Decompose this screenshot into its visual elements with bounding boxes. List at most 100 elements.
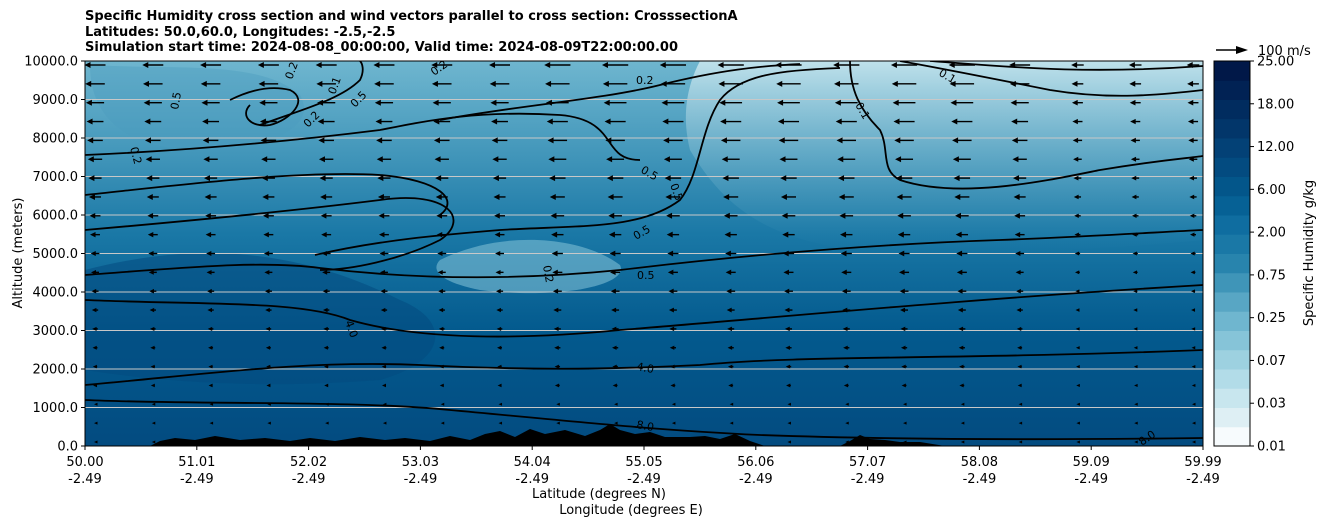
wind-vector [148, 250, 158, 257]
wind-vector [784, 307, 793, 313]
wind-vector [729, 421, 734, 425]
wind-vector [265, 307, 272, 313]
wind-vector [1133, 289, 1138, 294]
wind-vector [1074, 251, 1081, 256]
wind-vector [1191, 308, 1196, 312]
wind-vector [667, 250, 679, 257]
wind-vector [1011, 118, 1029, 125]
wind-vector [1192, 440, 1196, 444]
colorbar-tick-label: 6.00 [1257, 183, 1286, 198]
wind-vector [787, 421, 791, 425]
wind-vector [1190, 289, 1196, 294]
wind-vector [552, 288, 562, 294]
wind-vector [208, 345, 214, 350]
wind-vector [437, 250, 447, 257]
wind-vector [1130, 156, 1140, 162]
wind-vector [718, 80, 743, 87]
wind-vector [324, 383, 329, 388]
wind-vector [318, 137, 334, 144]
colorbar-segment [1214, 61, 1250, 81]
wind-vector [379, 269, 388, 275]
x-tick-latitude: 53.03 [402, 455, 439, 470]
wind-vector [92, 364, 98, 369]
colorbar-segment [1214, 99, 1250, 120]
y-tick-label: 4000.0 [33, 286, 79, 301]
colorbar-segment [1214, 195, 1250, 216]
title-line-3: Simulation start time: 2024-08-08_00:00:… [85, 40, 678, 55]
wind-vector [147, 231, 158, 238]
wind-vector [719, 99, 743, 106]
wind-vector [960, 402, 965, 406]
wind-vector [377, 193, 390, 200]
wind-vector [494, 212, 506, 219]
wind-vector [608, 231, 622, 238]
wind-vector [1187, 99, 1199, 106]
wind-vector [491, 137, 508, 144]
wind-vector [382, 421, 387, 425]
wind-vector [782, 231, 795, 238]
wind-vector [610, 288, 620, 294]
wind-vector [1190, 251, 1196, 256]
x-tick-latitude: 59.09 [1073, 455, 1110, 470]
wind-vector [378, 231, 389, 238]
wind-vector [431, 62, 453, 68]
contour-label: 0.2 [636, 74, 654, 87]
x-tick-latitude: 57.07 [849, 455, 886, 470]
x-axis-label: Latitude (degrees N) [532, 487, 666, 502]
wind-vector [606, 156, 625, 163]
wind-vector [262, 193, 275, 200]
contour-label: 0.1 [326, 75, 344, 96]
wind-vector [1073, 194, 1082, 200]
wind-vector [379, 250, 389, 257]
wind-vector [322, 288, 330, 294]
wind-vector [142, 62, 164, 68]
wind-vector [900, 326, 908, 332]
wind-vector [85, 80, 105, 87]
wind-vector [552, 269, 563, 276]
wind-vector [148, 269, 157, 275]
wind-vector [265, 326, 272, 331]
wind-vector [607, 193, 623, 200]
x-tick-longitude: -2.49 [963, 472, 997, 487]
wind-vector [1071, 80, 1084, 87]
wind-vector [94, 421, 98, 425]
wind-vector [837, 156, 856, 163]
contour-label: 0.5 [168, 91, 184, 110]
wind-vector [320, 193, 333, 200]
wind-vector [1191, 383, 1196, 387]
wind-vector [838, 193, 854, 200]
wind-vector [1075, 327, 1080, 331]
wind-vector [266, 383, 271, 388]
wind-vector [490, 99, 509, 106]
wind-vector [149, 326, 156, 331]
y-tick-label: 5000.0 [33, 247, 79, 262]
wind-vector [151, 440, 156, 444]
wind-vector [263, 231, 274, 238]
wind-vector [206, 269, 215, 275]
wind-vector [960, 421, 965, 425]
wind-vector [497, 383, 502, 388]
title-line-1: Specific Humidity cross section and wind… [85, 9, 738, 24]
wind-reference-key: 100 m/s [1216, 44, 1311, 59]
x-tick-longitude: -2.49 [627, 472, 661, 487]
wind-vector [375, 118, 393, 125]
wind-vector [727, 326, 735, 332]
contour-label: 0.2 [127, 145, 144, 165]
wind-vector [145, 156, 160, 163]
wind-vector [90, 250, 100, 257]
wind-vector [259, 118, 277, 125]
x-tick-longitude: -2.49 [1186, 472, 1220, 487]
wind-vector [1013, 175, 1027, 182]
wind-vector [1128, 62, 1142, 68]
wind-vector [376, 156, 392, 163]
colorbar-segment [1214, 157, 1250, 177]
contour-0.0 [929, 61, 1203, 71]
x-tick-longitude: -2.49 [1074, 472, 1108, 487]
wind-vector [495, 250, 504, 257]
wind-vector [551, 231, 564, 238]
wind-vector [144, 118, 162, 125]
wind-vector [146, 193, 159, 200]
contour-0.5-b [85, 197, 455, 271]
wind-vector [1131, 213, 1139, 218]
